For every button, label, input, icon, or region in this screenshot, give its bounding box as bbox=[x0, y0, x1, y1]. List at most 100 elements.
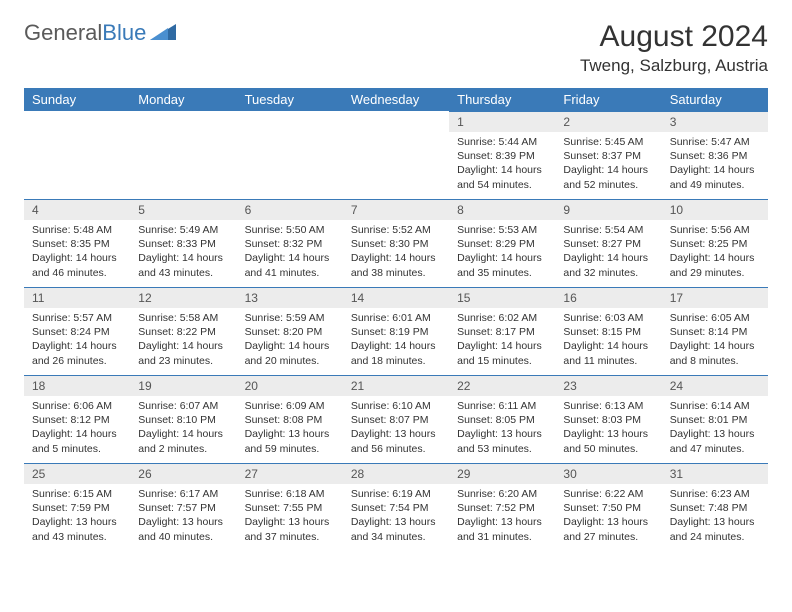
day-number: 22 bbox=[449, 375, 555, 396]
day-details: Sunrise: 5:48 AMSunset: 8:35 PMDaylight:… bbox=[24, 220, 130, 286]
day-details: Sunrise: 6:09 AMSunset: 8:08 PMDaylight:… bbox=[237, 396, 343, 462]
day-number: 17 bbox=[662, 287, 768, 308]
day-number: 24 bbox=[662, 375, 768, 396]
day-details: Sunrise: 5:47 AMSunset: 8:36 PMDaylight:… bbox=[662, 132, 768, 198]
day-details: Sunrise: 6:03 AMSunset: 8:15 PMDaylight:… bbox=[555, 308, 661, 374]
sunrise-text: Sunrise: 6:15 AM bbox=[32, 487, 122, 501]
day-number: 31 bbox=[662, 463, 768, 484]
day-number: 8 bbox=[449, 199, 555, 220]
daylight-text: Daylight: 14 hours and 8 minutes. bbox=[670, 339, 760, 367]
day-number: 7 bbox=[343, 199, 449, 220]
sunset-text: Sunset: 8:36 PM bbox=[670, 149, 760, 163]
sunset-text: Sunset: 8:05 PM bbox=[457, 413, 547, 427]
sunset-text: Sunset: 8:03 PM bbox=[563, 413, 653, 427]
month-title: August 2024 bbox=[580, 20, 768, 54]
calendar-day-cell: 22Sunrise: 6:11 AMSunset: 8:05 PMDayligh… bbox=[449, 375, 555, 463]
calendar-day-cell bbox=[343, 111, 449, 199]
sunset-text: Sunset: 7:48 PM bbox=[670, 501, 760, 515]
sunrise-text: Sunrise: 6:14 AM bbox=[670, 399, 760, 413]
daylight-text: Daylight: 13 hours and 24 minutes. bbox=[670, 515, 760, 543]
sunset-text: Sunset: 8:32 PM bbox=[245, 237, 335, 251]
calendar-week-row: 25 Sunrise: 6:15 AMSunset: 7:59 PM Dayligh… bbox=[24, 463, 768, 551]
daylight-text: Daylight: 13 hours and 47 minutes. bbox=[670, 427, 760, 455]
calendar-week-row: 1Sunrise: 5:44 AMSunset: 8:39 PMDaylight… bbox=[24, 111, 768, 199]
day-details: Sunrise: 5:44 AMSunset: 8:39 PMDaylight:… bbox=[449, 132, 555, 198]
sunrise-text: Sunrise: 5:50 AM bbox=[245, 223, 335, 237]
day-number: 12 bbox=[130, 287, 236, 308]
day-details: Sunrise: 6:11 AMSunset: 8:05 PMDaylight:… bbox=[449, 396, 555, 462]
logo-text: GeneralBlue bbox=[24, 20, 146, 46]
calendar-day-cell: 5Sunrise: 5:49 AMSunset: 8:33 PMDaylight… bbox=[130, 199, 236, 287]
sunrise-text: Sunrise: 5:52 AM bbox=[351, 223, 441, 237]
calendar-day-cell: 1Sunrise: 5:44 AMSunset: 8:39 PMDaylight… bbox=[449, 111, 555, 199]
dow-sunday: Sunday bbox=[24, 88, 130, 111]
sunset-text: Sunset: 8:33 PM bbox=[138, 237, 228, 251]
calendar-day-cell bbox=[237, 111, 343, 199]
calendar-day-cell: 15Sunrise: 6:02 AMSunset: 8:17 PMDayligh… bbox=[449, 287, 555, 375]
daylight-text: Daylight: 14 hours and 43 minutes. bbox=[138, 251, 228, 279]
calendar-week-row: 11Sunrise: 5:57 AMSunset: 8:24 PMDayligh… bbox=[24, 287, 768, 375]
sunset-text: Sunset: 8:39 PM bbox=[457, 149, 547, 163]
day-details: Sunrise: 5:54 AMSunset: 8:27 PMDaylight:… bbox=[555, 220, 661, 286]
sunrise-text: Sunrise: 5:44 AM bbox=[457, 135, 547, 149]
sunset-text: Sunset: 8:24 PM bbox=[32, 325, 122, 339]
sunrise-text: Sunrise: 6:11 AM bbox=[457, 399, 547, 413]
sunrise-text: Sunrise: 6:03 AM bbox=[563, 311, 653, 325]
day-details: Sunrise: 6:13 AMSunset: 8:03 PMDaylight:… bbox=[555, 396, 661, 462]
daylight-text: Daylight: 13 hours and 53 minutes. bbox=[457, 427, 547, 455]
calendar-day-cell: 20Sunrise: 6:09 AMSunset: 8:08 PMDayligh… bbox=[237, 375, 343, 463]
daylight-text: Daylight: 13 hours and 59 minutes. bbox=[245, 427, 335, 455]
daylight-text: Daylight: 13 hours and 34 minutes. bbox=[351, 515, 441, 543]
day-number: 28 bbox=[343, 463, 449, 484]
day-number: 27 bbox=[237, 463, 343, 484]
calendar-day-cell: 31Sunrise: 6:23 AMSunset: 7:48 PMDayligh… bbox=[662, 463, 768, 551]
daylight-text: Daylight: 14 hours and 18 minutes. bbox=[351, 339, 441, 367]
sunrise-text: Sunrise: 5:57 AM bbox=[32, 311, 122, 325]
sunset-text: Sunset: 8:27 PM bbox=[563, 237, 653, 251]
calendar-day-cell: 25Sunrise: 6:15 AMSunset: 7:59 PMDayligh… bbox=[24, 463, 130, 551]
daylight-text: Daylight: 13 hours and 37 minutes. bbox=[245, 515, 335, 543]
calendar-day-cell bbox=[24, 111, 130, 199]
calendar-day-cell: 14Sunrise: 6:01 AMSunset: 8:19 PMDayligh… bbox=[343, 287, 449, 375]
sunset-text: Sunset: 8:20 PM bbox=[245, 325, 335, 339]
calendar-day-cell: 7Sunrise: 5:52 AMSunset: 8:30 PMDaylight… bbox=[343, 199, 449, 287]
sunrise-text: Sunrise: 6:09 AM bbox=[245, 399, 335, 413]
day-number: 1 bbox=[449, 111, 555, 132]
day-details: Sunrise: 5:58 AMSunset: 8:22 PMDaylight:… bbox=[130, 308, 236, 374]
day-details: Sunrise: 6:10 AMSunset: 8:07 PMDaylight:… bbox=[343, 396, 449, 462]
sunrise-text: Sunrise: 6:20 AM bbox=[457, 487, 547, 501]
sunset-text: Sunset: 8:07 PM bbox=[351, 413, 441, 427]
calendar-grid: Sunday Monday Tuesday Wednesday Thursday… bbox=[24, 88, 768, 551]
day-number: 25 bbox=[24, 463, 130, 484]
day-number: 19 bbox=[130, 375, 236, 396]
day-details: Sunrise: 6:17 AMSunset: 7:57 PMDaylight:… bbox=[130, 484, 236, 550]
daylight-text: Daylight: 14 hours and 26 minutes. bbox=[32, 339, 122, 367]
calendar-day-cell: 10Sunrise: 5:56 AMSunset: 8:25 PMDayligh… bbox=[662, 199, 768, 287]
daylight-text: Daylight: 14 hours and 38 minutes. bbox=[351, 251, 441, 279]
sunset-text: Sunset: 7:59 PM bbox=[32, 501, 122, 515]
sunset-text: Sunset: 8:10 PM bbox=[138, 413, 228, 427]
calendar-day-cell: 2Sunrise: 5:45 AMSunset: 8:37 PMDaylight… bbox=[555, 111, 661, 199]
sunrise-text: Sunrise: 6:10 AM bbox=[351, 399, 441, 413]
day-of-week-row: Sunday Monday Tuesday Wednesday Thursday… bbox=[24, 88, 768, 111]
daylight-text: Daylight: 14 hours and 15 minutes. bbox=[457, 339, 547, 367]
day-number: 23 bbox=[555, 375, 661, 396]
logo-word2: Blue bbox=[102, 20, 146, 45]
sunrise-text: Sunrise: 5:45 AM bbox=[563, 135, 653, 149]
sunset-text: Sunset: 8:15 PM bbox=[563, 325, 653, 339]
day-number: 4 bbox=[24, 199, 130, 220]
sunset-text: Sunset: 8:19 PM bbox=[351, 325, 441, 339]
sunset-text: Sunset: 8:29 PM bbox=[457, 237, 547, 251]
day-details: Sunrise: 6:22 AMSunset: 7:50 PMDaylight:… bbox=[555, 484, 661, 550]
sunset-text: Sunset: 8:14 PM bbox=[670, 325, 760, 339]
day-number: 13 bbox=[237, 287, 343, 308]
calendar-day-cell: 27Sunrise: 6:18 AMSunset: 7:55 PMDayligh… bbox=[237, 463, 343, 551]
calendar-day-cell: 17Sunrise: 6:05 AMSunset: 8:14 PMDayligh… bbox=[662, 287, 768, 375]
sunrise-text: Sunrise: 6:19 AM bbox=[351, 487, 441, 501]
sunrise-text: Sunrise: 5:48 AM bbox=[32, 223, 122, 237]
day-number: 29 bbox=[449, 463, 555, 484]
calendar-day-cell: 16Sunrise: 6:03 AMSunset: 8:15 PMDayligh… bbox=[555, 287, 661, 375]
logo-triangle-icon bbox=[150, 22, 176, 45]
sunrise-text: Sunrise: 6:18 AM bbox=[245, 487, 335, 501]
calendar-day-cell: 24Sunrise: 6:14 AMSunset: 8:01 PMDayligh… bbox=[662, 375, 768, 463]
